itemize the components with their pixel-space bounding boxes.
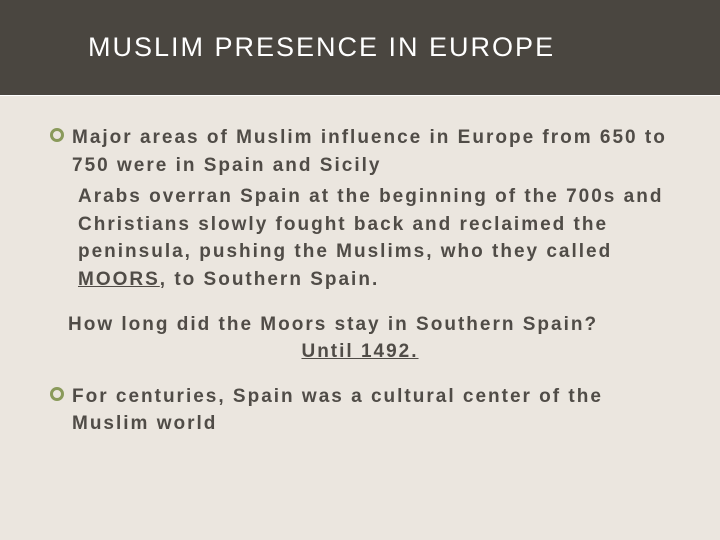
- answer-underline: Until 1492.: [301, 341, 418, 362]
- para-post: , to Southern Spain.: [160, 269, 379, 290]
- para-pre: Arabs overran Spain at the beginning of …: [78, 186, 663, 262]
- moors-term: MOORS: [78, 269, 160, 290]
- slide-body: Major areas of Muslim influence in Europ…: [0, 96, 720, 438]
- bullet-1-text: Major areas of Muslim influence in Europ…: [72, 124, 670, 179]
- question-text: How long did the Moors stay in Southern …: [68, 311, 670, 339]
- answer-text: Until 1492.: [50, 341, 670, 363]
- paragraph-moors: Arabs overran Spain at the beginning of …: [78, 183, 670, 293]
- slide-title: MUSLIM PRESENCE IN EUROPE: [88, 32, 555, 63]
- title-band: MUSLIM PRESENCE IN EUROPE: [0, 0, 720, 96]
- bullet-item-2: For centuries, Spain was a cultural cent…: [50, 383, 670, 438]
- ring-bullet-icon: [50, 128, 64, 142]
- bullet-item-1: Major areas of Muslim influence in Europ…: [50, 124, 670, 179]
- ring-bullet-icon: [50, 387, 64, 401]
- bullet-2-text: For centuries, Spain was a cultural cent…: [72, 383, 670, 438]
